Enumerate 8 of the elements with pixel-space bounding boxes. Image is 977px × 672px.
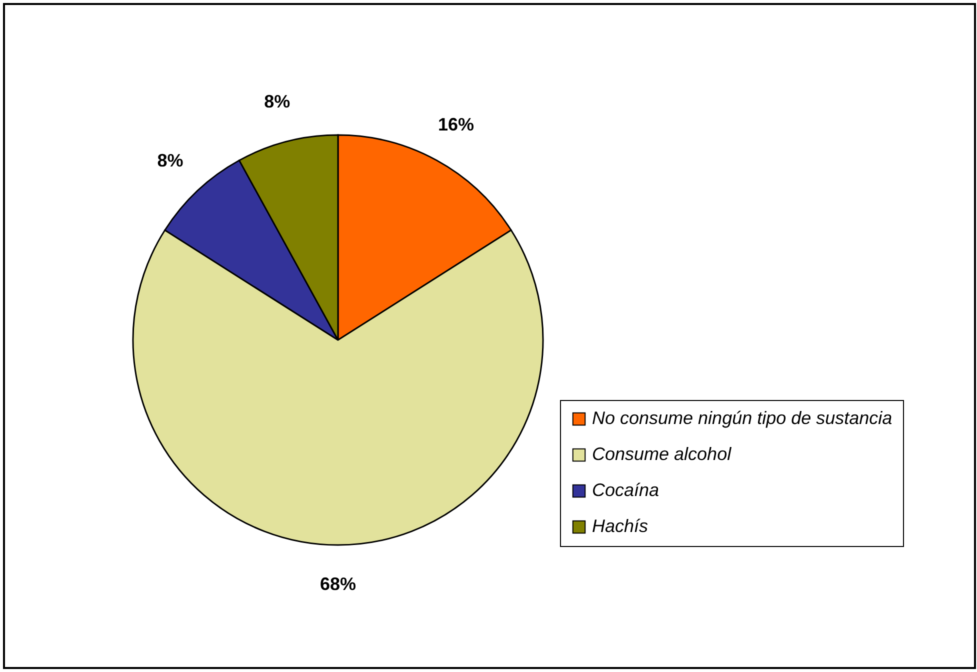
legend-label: Cocaína [592,480,660,500]
data-label: 16% [438,114,474,134]
legend-label: No consume ningún tipo de sustancia [592,408,892,428]
data-label: 8% [157,150,184,170]
legend-label: Consume alcohol [592,444,732,464]
data-label: 8% [264,92,290,112]
legend-label: Hachís [592,516,648,536]
data-label: 68% [320,574,356,594]
